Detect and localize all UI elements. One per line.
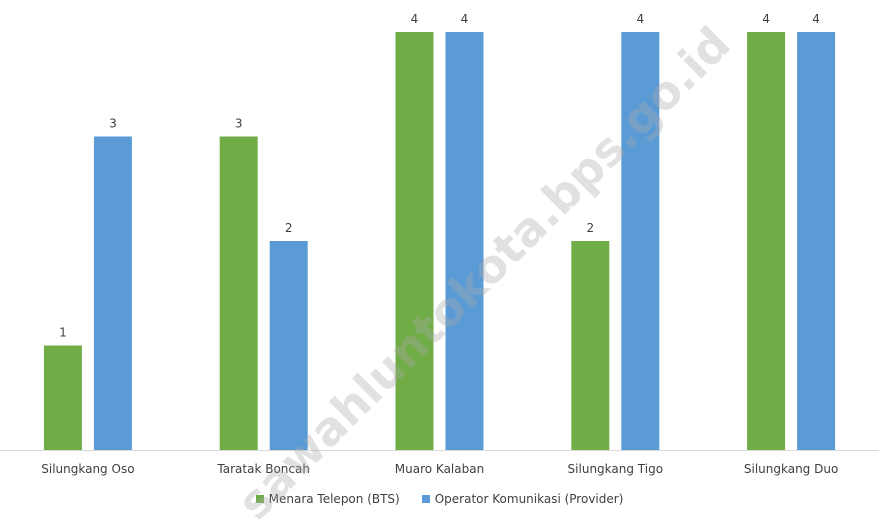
bar-provider-2 [445, 32, 484, 450]
bar-bts-3 [571, 241, 610, 450]
legend-item-provider: Operator Komunikasi (Provider) [421, 492, 624, 506]
chart-plot: 1 3 3 2 4 4 2 4 4 4 Silungkang Oso Taratak Boncah M… [0, 12, 879, 476]
value-label-bts-3: 2 [586, 221, 594, 235]
value-label-provider-1: 2 [285, 221, 293, 235]
category-label-1: Taratak Boncah [216, 462, 310, 476]
value-label-provider-3: 4 [636, 12, 644, 26]
bar-provider-4 [797, 32, 836, 450]
category-label-0: Silungkang Oso [41, 462, 134, 476]
bar-bts-0 [43, 345, 82, 450]
bar-provider-0 [93, 136, 132, 450]
bar-bts-1 [219, 136, 258, 450]
legend-label-bts: Menara Telepon (BTS) [268, 492, 400, 506]
legend-swatch-provider [421, 495, 430, 503]
bar-bts-2 [395, 32, 434, 450]
bar-provider-1 [269, 241, 308, 450]
value-label-bts-1: 3 [235, 117, 243, 131]
value-label-bts-0: 1 [59, 326, 67, 340]
value-label-provider-4: 4 [812, 12, 820, 26]
bar-bts-4 [747, 32, 786, 450]
legend: Menara Telepon (BTS) Operator Komunikasi… [0, 490, 879, 508]
value-label-bts-2: 4 [411, 12, 419, 26]
value-label-provider-0: 3 [109, 117, 117, 131]
value-label-bts-4: 4 [762, 12, 770, 26]
value-label-provider-2: 4 [461, 12, 469, 26]
legend-item-bts: Menara Telepon (BTS) [255, 492, 400, 506]
legend-swatch-bts [255, 495, 264, 503]
bar-provider-3 [621, 32, 660, 450]
category-label-group: Silungkang Oso Taratak Boncah Muaro Kalaba… [41, 462, 838, 476]
category-label-4: Silungkang Duo [744, 462, 838, 476]
value-label-group: 1 3 3 2 4 4 2 4 4 4 [59, 12, 820, 340]
category-label-3: Silungkang Tigo [568, 462, 664, 476]
bar-group [43, 32, 836, 450]
legend-label-provider: Operator Komunikasi (Provider) [434, 492, 624, 506]
category-label-2: Muaro Kalaban [395, 462, 484, 476]
